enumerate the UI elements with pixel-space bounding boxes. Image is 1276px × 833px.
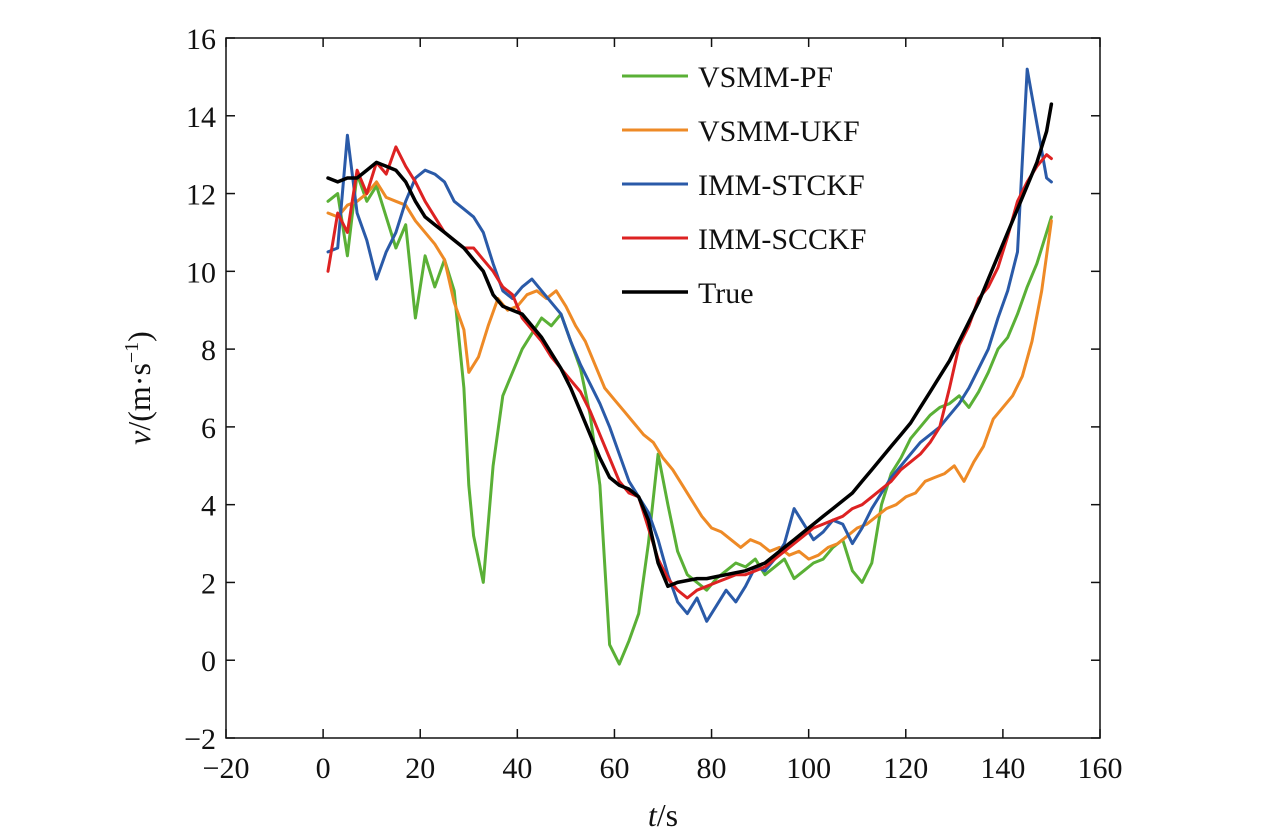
series-line-true	[326, 102, 1054, 589]
y-axis-title-var: v	[121, 430, 157, 445]
x-tick-label: 20	[405, 752, 435, 785]
x-tick-label: 0	[316, 752, 331, 785]
legend: VSMM-PF VSMM-UKF IMM-STCKF IMM-SCCKF True	[622, 61, 866, 310]
x-tick-label: 80	[697, 752, 727, 785]
y-tick-label: −2	[184, 723, 216, 756]
x-tick-label: 40	[502, 752, 532, 785]
y-axis-title-unit: /(m·s	[121, 363, 157, 431]
legend-label-imm-scckf: IMM-SCCKF	[698, 223, 866, 256]
y-tick-label: 14	[186, 101, 216, 134]
series-line-imm-stckf	[326, 67, 1053, 623]
x-tick-label: 100	[786, 752, 831, 785]
x-tick-label: 140	[980, 752, 1025, 785]
x-axis-title-var: t	[648, 797, 658, 833]
x-axis-title: t/s	[648, 797, 678, 833]
y-tick-label: 6	[201, 412, 216, 445]
y-tick-label: 2	[201, 567, 216, 600]
y-tick-label: 0	[201, 645, 216, 678]
y-tick-label: 12	[186, 179, 216, 212]
x-tick-label: 120	[883, 752, 928, 785]
y-axis-title-close: )	[121, 331, 157, 342]
legend-label-vsmm-ukf: VSMM-UKF	[698, 115, 860, 148]
x-tick-label: 160	[1078, 752, 1123, 785]
y-axis-title: v/(m·s−1)	[121, 331, 157, 445]
series-layer	[326, 67, 1054, 666]
legend-label-vsmm-pf: VSMM-PF	[698, 61, 833, 94]
legend-label-true: True	[698, 277, 754, 310]
x-axis-title-unit: /s	[657, 797, 678, 833]
plot-frame	[225, 37, 1101, 739]
series-line-vsmm-pf	[326, 172, 1053, 666]
legend-label-imm-stckf: IMM-STCKF	[698, 169, 865, 202]
series-line-vsmm-ukf	[326, 180, 1053, 561]
x-tick-label: 60	[599, 752, 629, 785]
y-tick-label: 10	[186, 256, 216, 289]
x-tick-label: −20	[203, 752, 250, 785]
y-tick-label: 8	[201, 334, 216, 367]
y-tick-label: 16	[186, 23, 216, 56]
y-tick-label: 4	[201, 490, 216, 523]
y-axis-title-exponent: −1	[121, 342, 143, 363]
